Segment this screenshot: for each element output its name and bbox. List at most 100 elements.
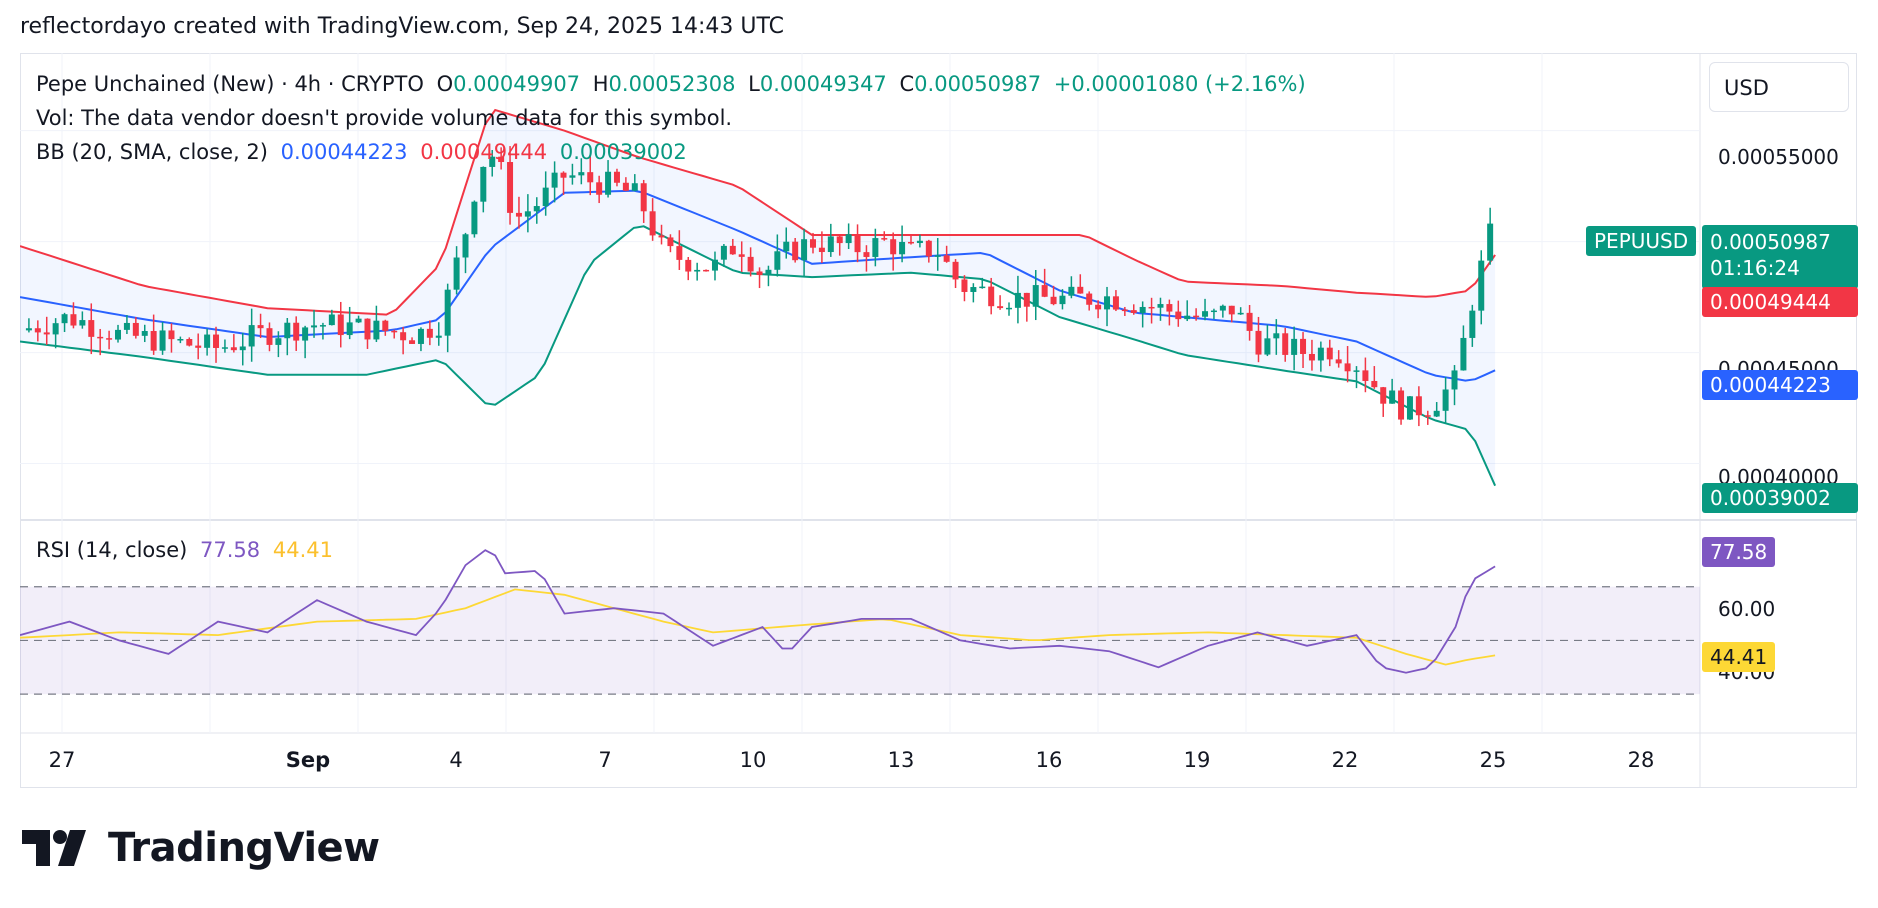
candle-body: [738, 254, 745, 257]
bb-upper-line: [20, 108, 1496, 316]
candle-body: [827, 236, 834, 253]
candle-body: [409, 340, 416, 344]
candle-body: [382, 320, 389, 331]
high-value: 0.00052308: [608, 72, 736, 96]
candle-body: [1424, 415, 1431, 417]
candle-body: [1175, 311, 1182, 320]
candle-body: [890, 239, 897, 255]
candle-body: [667, 237, 674, 247]
candle-body: [916, 240, 923, 244]
candle-body: [275, 338, 282, 345]
candle-body: [578, 172, 585, 176]
candle-body: [97, 336, 104, 339]
candle-body: [453, 257, 460, 290]
candle-body: [159, 330, 166, 351]
candle-body: [863, 252, 870, 257]
candle-body: [239, 346, 246, 351]
candle-body: [186, 339, 193, 346]
time-tick: 27: [48, 748, 76, 772]
bb-lower-value: 0.00039002: [559, 140, 687, 164]
candle-body: [391, 330, 398, 333]
candle-body: [1478, 260, 1485, 311]
candle-body: [1014, 292, 1021, 308]
chart-canvas[interactable]: [20, 53, 1857, 788]
candle-body: [560, 172, 567, 178]
candle-body: [1433, 410, 1440, 417]
candle-body: [1041, 285, 1048, 297]
candle-body: [587, 172, 594, 183]
change-value: +0.00001080 (+2.16%): [1053, 72, 1306, 96]
candle-body: [792, 241, 799, 261]
volume-legend[interactable]: Vol: The data vendor doesn't provide vol…: [36, 106, 733, 130]
time-tick: 19: [1183, 748, 1211, 772]
candle-body: [498, 156, 505, 163]
bb-legend[interactable]: BB (20, SMA, close, 2) 0.00044223 0.0004…: [36, 140, 693, 164]
candle-body: [934, 255, 941, 257]
currency-button[interactable]: USD: [1709, 62, 1849, 112]
candle-body: [480, 166, 487, 202]
candle-body: [141, 331, 148, 336]
candle-body: [809, 239, 816, 248]
tradingview-wordmark: TradingView: [108, 825, 380, 871]
candle-body: [542, 187, 549, 207]
candle-body: [854, 234, 861, 253]
time-tick: 25: [1479, 748, 1507, 772]
candle-body: [417, 328, 424, 344]
open-value: 0.00049907: [453, 72, 581, 96]
candle-body: [1469, 310, 1476, 338]
candle-body: [1104, 296, 1111, 310]
candle-body: [34, 328, 41, 333]
candle-body: [845, 234, 852, 244]
candle-body: [640, 183, 647, 212]
candle-body: [1148, 306, 1155, 309]
candle-body: [970, 287, 977, 292]
chart-border: [20, 53, 1857, 788]
candle-body: [1006, 307, 1013, 310]
candle-body: [569, 175, 576, 178]
countdown-value: 01:16:24: [1710, 256, 1800, 280]
chart-attribution: reflectordayo created with TradingView.c…: [20, 14, 785, 39]
bb-label: BB (20, SMA, close, 2): [36, 140, 268, 164]
time-tick: 4: [449, 748, 463, 772]
candle-body: [79, 320, 86, 326]
candle-body: [756, 271, 763, 276]
close-value: 0.00050987: [914, 72, 1042, 96]
candle-body: [729, 245, 736, 255]
candle-body: [613, 171, 620, 183]
rsi-ma-badge: 44.41: [1702, 642, 1776, 672]
candle-body: [1228, 305, 1235, 315]
tradingview-logo[interactable]: TradingView: [22, 825, 380, 871]
candle-body: [1112, 296, 1119, 310]
candle-body: [1068, 286, 1075, 296]
candle-body: [551, 172, 558, 188]
candle-body: [1130, 310, 1137, 313]
candle-body: [1273, 333, 1280, 339]
candle-body: [605, 171, 612, 195]
low-value: 0.00049347: [759, 72, 887, 96]
open-label: O: [436, 72, 454, 96]
candle-body: [908, 241, 914, 244]
bb-upper-value: 0.00049444: [420, 140, 548, 164]
rsi-ma-value: 44.41: [272, 538, 333, 562]
candle-body: [899, 241, 906, 255]
candle-body: [925, 240, 932, 257]
candle-body: [596, 182, 603, 195]
symbol-title[interactable]: Pepe Unchained (New) · 4h · CRYPTO: [36, 72, 424, 96]
candle-body: [711, 259, 718, 271]
candle-body: [818, 247, 825, 253]
candle-body: [836, 236, 843, 244]
candle-body: [1415, 396, 1422, 416]
rsi-line: [20, 549, 1496, 674]
candle-body: [1362, 370, 1369, 381]
candle-body: [302, 327, 309, 341]
candle-body: [1193, 315, 1200, 318]
candle-body: [1451, 370, 1458, 390]
rsi-tick: 60.00: [1718, 597, 1776, 621]
candle-body: [1406, 396, 1413, 420]
symbol-legend: Pepe Unchained (New) · 4h · CRYPTO O0.00…: [36, 72, 1312, 96]
candle-body: [311, 325, 318, 328]
rsi-legend[interactable]: RSI (14, close) 77.58 44.41: [36, 538, 339, 562]
candle-body: [1166, 304, 1173, 312]
time-tick: 28: [1627, 748, 1655, 772]
candle-body: [533, 206, 540, 212]
